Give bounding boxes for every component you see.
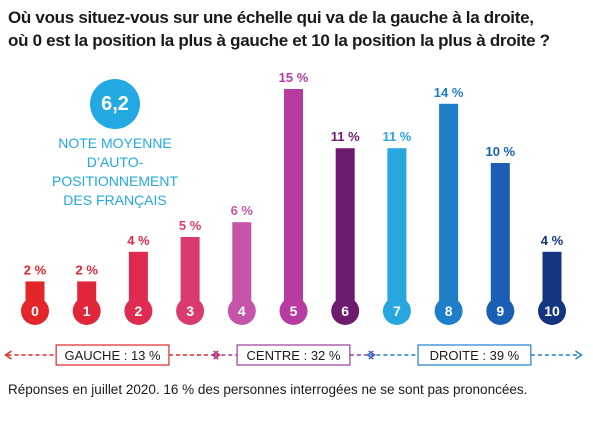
category-marker-0 (21, 297, 49, 325)
bar-2 (128, 251, 148, 311)
average-badge: 6,2 (90, 79, 140, 129)
bar-3 (180, 237, 200, 311)
bar-9 (490, 163, 510, 311)
group-label-1: CENTRE : 32 % (247, 348, 341, 363)
value-label-6: 11 % (331, 129, 360, 144)
category-label-7: 7 (393, 303, 401, 319)
bar-6 (335, 148, 355, 311)
value-label-8: 14 % (434, 85, 464, 100)
group-label-0: GAUCHE : 13 % (65, 348, 162, 363)
category-label-5: 5 (290, 303, 298, 319)
average-label: NOTE MOYENNE D’AUTO-POSITIONNEMENT DES F… (30, 134, 200, 210)
chart-title-line-2: où 0 est la position la plus à gauche et… (8, 31, 550, 50)
category-marker-6 (331, 297, 360, 325)
category-label-0: 0 (31, 303, 39, 319)
average-label-line-1: NOTE MOYENNE (58, 135, 172, 151)
group-bracket-2: DROITE : 39 % (366, 344, 583, 366)
category-marker-5 (279, 297, 308, 325)
category-marker-9 (486, 297, 515, 325)
chart-title: Où vous situez-vous sur une échelle qui … (8, 6, 588, 52)
category-marker-10 (538, 297, 566, 325)
value-label-0: 2 % (24, 262, 47, 277)
category-label-3: 3 (186, 303, 194, 319)
bar-4 (232, 222, 252, 311)
category-marker-1 (72, 297, 101, 325)
category-marker-4 (227, 297, 256, 325)
category-marker-8 (434, 297, 463, 325)
value-label-4: 6 % (231, 203, 254, 218)
category-label-6: 6 (341, 303, 349, 319)
category-label-10: 10 (544, 303, 560, 319)
category-label-4: 4 (238, 303, 246, 319)
chart-title-line-1: Où vous situez-vous sur une échelle qui … (8, 8, 534, 27)
value-label-5: 15 % (279, 70, 309, 85)
category-label-9: 9 (496, 303, 504, 319)
category-label-2: 2 (135, 303, 143, 319)
category-marker-2 (124, 297, 153, 325)
bar-10 (542, 251, 562, 311)
category-marker-7 (382, 297, 411, 325)
group-label-2: DROITE : 39 % (430, 348, 520, 363)
value-label-3: 5 % (179, 218, 202, 233)
footnote: Réponses en juillet 2020. 16 % des perso… (8, 382, 528, 397)
value-label-2: 4 % (127, 233, 150, 248)
value-label-1: 2 % (75, 262, 98, 277)
bar-8 (439, 103, 459, 311)
average-label-line-3: DES FRANÇAIS (63, 192, 167, 208)
group-bracket-0: GAUCHE : 13 % (4, 344, 221, 366)
value-label-10: 4 % (541, 233, 564, 248)
value-label-9: 10 % (485, 144, 515, 159)
bar-7 (387, 148, 407, 311)
category-marker-3 (176, 297, 205, 325)
category-label-1: 1 (83, 303, 91, 319)
average-label-line-2: D’AUTO-POSITIONNEMENT (51, 154, 178, 189)
bar-5 (284, 89, 303, 311)
category-label-8: 8 (445, 303, 453, 319)
group-bracket-1: CENTRE : 32 % (211, 344, 376, 366)
value-label-7: 11 % (382, 129, 411, 144)
